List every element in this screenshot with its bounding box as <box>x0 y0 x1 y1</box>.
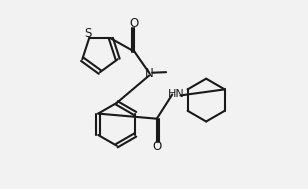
Text: N: N <box>145 67 154 80</box>
Text: O: O <box>130 17 139 30</box>
Text: O: O <box>152 140 161 153</box>
Text: HN: HN <box>168 89 185 99</box>
Text: S: S <box>84 27 92 40</box>
